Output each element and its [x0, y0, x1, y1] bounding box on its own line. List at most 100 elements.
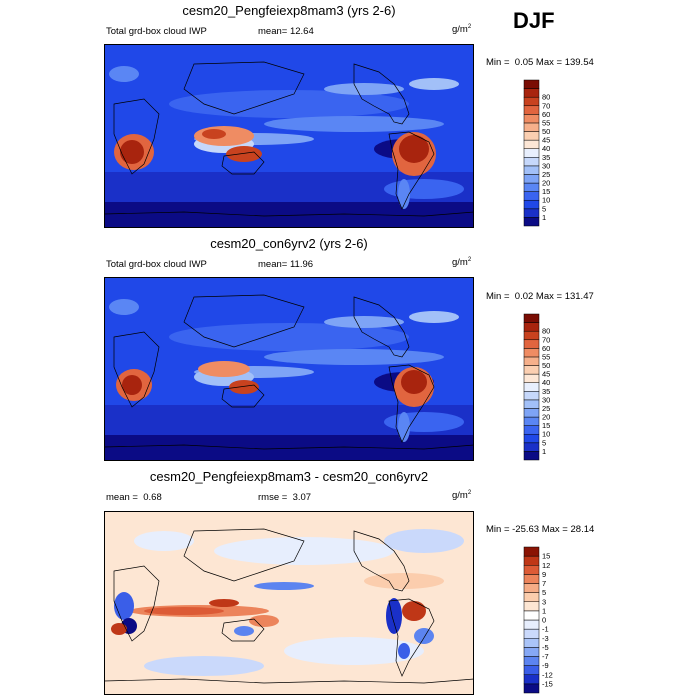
colorbar-box	[523, 391, 540, 401]
panel3-unit: g/m2	[452, 490, 472, 502]
colorbar-label: 70	[542, 101, 550, 110]
colorbar-label: 0	[542, 616, 546, 625]
colorbar-label: 5	[542, 438, 546, 447]
panel1-left-label: Total grd-box cloud IWP	[106, 26, 207, 37]
panel1-min-value: 0.05	[514, 57, 534, 68]
colorbar-label: 45	[542, 136, 550, 145]
colorbar-box	[523, 416, 540, 426]
colorbar-box	[523, 382, 540, 392]
colorbar-box	[523, 619, 540, 630]
colorbar-label: 50	[542, 361, 550, 370]
colorbar-box	[523, 165, 540, 175]
colorbar-box	[523, 683, 540, 694]
colorbar-box	[523, 451, 540, 461]
colorbar-label: -9	[542, 661, 549, 670]
panel3-left-value: 0.68	[143, 492, 162, 503]
colorbar-label: 40	[542, 144, 550, 153]
panel1-stat-label: mean=	[258, 26, 288, 37]
colorbar-box	[523, 628, 540, 639]
panel2-field	[104, 299, 474, 461]
panel1-coastlines	[104, 61, 474, 217]
colorbar-box	[523, 433, 540, 444]
colorbar-label: 60	[542, 344, 550, 353]
panel1-map	[104, 44, 474, 228]
colorbar-box	[523, 148, 540, 158]
colorbar-box	[523, 79, 540, 89]
colorbar-label: 55	[542, 352, 550, 361]
colorbar-label: 7	[542, 579, 546, 588]
panel2-map	[104, 277, 474, 461]
colorbar-label: 15	[542, 421, 550, 430]
colorbar-box	[523, 546, 540, 557]
panel1-min-label: Min =	[486, 57, 510, 68]
colorbar-box	[523, 583, 540, 593]
panel2-min-label: Min =	[486, 291, 510, 302]
colorbar-box	[523, 88, 540, 98]
colorbar-box	[523, 199, 540, 210]
panel3-title: cesm20_Pengfeiexp8mam3 - cesm20_con6yrv2	[149, 469, 429, 484]
colorbar-box	[523, 674, 540, 685]
colorbar-label: 35	[542, 153, 550, 162]
colorbar-box	[523, 322, 540, 332]
colorbar-box	[523, 191, 540, 201]
colorbar-label: -1	[542, 625, 549, 634]
colorbar-box	[523, 139, 540, 149]
panel2-minmax: Min = 0.02 Max = 131.47	[486, 291, 594, 302]
panel2-coastlines	[104, 294, 474, 450]
panel3-min-label: Min =	[486, 524, 510, 535]
panel1-stat-value: 12.64	[289, 26, 314, 37]
panel2-unit: g/m2	[452, 257, 472, 269]
colorbar-label: 1	[542, 606, 546, 615]
panel3-min-value: -25.63	[512, 524, 540, 535]
colorbar-label: 5	[542, 204, 546, 213]
colorbar-label: 20	[542, 179, 550, 188]
colorbar-label: 3	[542, 597, 546, 606]
colorbar-label: 30	[542, 161, 550, 170]
panel1-minmax: Min = 0.05 Max = 139.54	[486, 57, 594, 68]
panel2-title: cesm20_con6yrv2 (yrs 2-6)	[210, 236, 368, 251]
colorbar-label: 15	[542, 187, 550, 196]
colorbar-box	[523, 574, 540, 584]
colorbar-label: 25	[542, 404, 550, 413]
colorbar-box	[523, 131, 540, 141]
colorbar-label: 80	[542, 327, 550, 336]
colorbar-box	[523, 425, 540, 435]
colorbar-label: 40	[542, 378, 550, 387]
colorbar-label: -5	[542, 643, 549, 652]
colorbar-label: 1	[542, 447, 546, 456]
colorbar-box	[523, 408, 540, 418]
colorbar-box	[523, 114, 540, 124]
colorbar-box	[523, 182, 540, 192]
colorbar-label: 45	[542, 370, 550, 379]
colorbar-label: 30	[542, 395, 550, 404]
colorbar-box	[523, 122, 540, 132]
panel3-max-value: 28.14	[570, 524, 595, 535]
colorbar-box	[523, 330, 540, 341]
panel1-title: cesm20_Pengfeiexp8mam3 (yrs 2-6)	[182, 3, 396, 18]
colorbar-box	[523, 105, 540, 115]
colorbar-box	[523, 610, 540, 621]
panel3-max-label: Max =	[541, 524, 568, 535]
panel2-stat-value: 11.96	[289, 259, 314, 270]
colorbar-label: -15	[542, 679, 553, 688]
colorbar-box	[523, 647, 540, 657]
colorbar-box	[523, 638, 540, 648]
panel1-unit: g/m2	[452, 24, 472, 36]
colorbar-box	[523, 157, 540, 167]
panel1-stat: mean= 12.64	[258, 26, 314, 37]
colorbar-label: 12	[542, 561, 550, 570]
panel3-left-label: mean =	[106, 492, 138, 503]
colorbar-label: -7	[542, 652, 549, 661]
colorbar-box	[523, 442, 540, 452]
colorbar-box	[523, 555, 540, 566]
colorbar-label: 20	[542, 413, 550, 422]
colorbar-box	[523, 208, 540, 218]
panel3-minmax: Min = -25.63 Max = 28.14	[486, 524, 594, 535]
colorbar-box	[523, 339, 540, 349]
colorbar-label: 55	[542, 118, 550, 127]
colorbar-label: 50	[542, 127, 550, 136]
colorbar-box	[523, 217, 540, 227]
